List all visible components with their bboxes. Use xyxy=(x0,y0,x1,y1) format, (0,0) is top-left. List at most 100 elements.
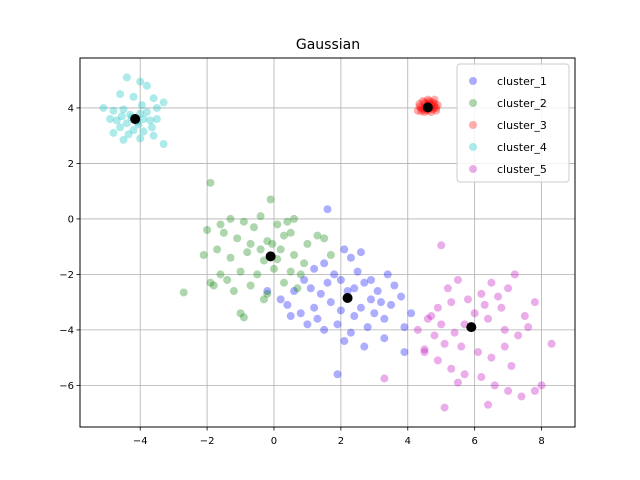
cluster_5-point xyxy=(447,364,456,373)
cluster_3-point xyxy=(432,103,441,112)
cluster_4-point xyxy=(142,81,151,90)
cluster_4-point xyxy=(136,134,145,143)
cluster_1-point xyxy=(323,278,332,287)
cluster_1-point xyxy=(356,303,365,312)
cluster_1-point xyxy=(276,295,285,304)
cluster_2-point xyxy=(290,214,299,223)
cluster_2-point xyxy=(243,248,252,257)
cluster_1-point xyxy=(377,298,386,307)
cluster_5-point xyxy=(477,289,486,298)
cluster_5-point xyxy=(530,386,539,395)
cluster_1-point xyxy=(323,205,332,214)
cluster_1-point xyxy=(373,287,382,296)
cluster_2-point xyxy=(199,250,208,259)
cluster_2-point xyxy=(239,217,248,226)
cluster_4-point xyxy=(152,115,161,124)
y-tick-label: −2 xyxy=(59,270,74,281)
cluster_3-centroid xyxy=(422,102,433,113)
cluster_5-point xyxy=(514,331,523,340)
cluster_5-point xyxy=(537,381,546,390)
cluster_5-point xyxy=(530,298,539,307)
cluster_2-point xyxy=(269,264,278,273)
cluster_3-point xyxy=(430,95,439,104)
cluster_1-point xyxy=(370,309,379,318)
cluster_4-point xyxy=(149,131,158,140)
cluster_5-point xyxy=(547,339,556,348)
cluster_4-point xyxy=(159,140,168,149)
cluster_1-point xyxy=(336,275,345,284)
cluster_2-point xyxy=(283,217,292,226)
cluster_5-point xyxy=(524,323,533,332)
cluster_2-point xyxy=(236,309,245,318)
cluster_1-point xyxy=(310,303,319,312)
cluster_4-point xyxy=(119,135,128,144)
cluster_1-point xyxy=(320,259,329,268)
cluster_4-point xyxy=(149,94,158,103)
cluster_5-point xyxy=(420,348,429,357)
cluster_5-point xyxy=(484,400,493,409)
cluster_4-point xyxy=(117,112,126,121)
cluster_1-point xyxy=(363,323,372,332)
cluster_3-point xyxy=(415,102,424,111)
cluster_2-point xyxy=(273,220,282,229)
cluster_2-point xyxy=(239,313,248,322)
cluster_5-point xyxy=(507,361,516,370)
cluster_1-point xyxy=(300,275,309,284)
cluster_2-point xyxy=(229,287,238,296)
cluster_1-point xyxy=(380,334,389,343)
legend-label-cluster_3: cluster_3 xyxy=(497,119,547,132)
cluster_1-point xyxy=(326,298,335,307)
cluster_4-point xyxy=(159,98,168,107)
cluster_1-point xyxy=(340,336,349,345)
axis-ticks: −4 −2 0 2 4 6 8 −6 −4 −2 0 2 4 xyxy=(59,103,544,447)
x-tick-label: 0 xyxy=(271,436,277,447)
cluster_5-point xyxy=(440,403,449,412)
cluster_1-point xyxy=(360,278,369,287)
y-tick-label: 2 xyxy=(68,159,74,170)
cluster_1-point xyxy=(306,284,315,293)
cluster_2-point xyxy=(313,231,322,240)
cluster_1-point xyxy=(353,267,362,276)
cluster_2-point xyxy=(226,253,235,262)
cluster_1-centroid xyxy=(342,292,353,303)
cluster_5-point xyxy=(427,312,436,321)
cluster_2-point xyxy=(286,228,295,237)
cluster_1-point xyxy=(310,264,319,273)
cluster_4-point xyxy=(109,128,118,137)
cluster_3-point xyxy=(413,106,422,115)
centroids xyxy=(130,102,477,333)
cluster_5-point xyxy=(500,342,509,351)
cluster_5-point xyxy=(487,278,496,287)
cluster_1-point xyxy=(263,287,272,296)
cluster_2-point xyxy=(246,281,255,290)
cluster_5-point xyxy=(443,284,452,293)
cluster_4-point xyxy=(129,126,138,135)
data-points xyxy=(99,73,556,412)
cluster_5-point xyxy=(457,342,466,351)
cluster_1-point xyxy=(366,275,375,284)
cluster_2-point xyxy=(209,281,218,290)
cluster_2-point xyxy=(233,234,242,243)
legend-marker-cluster_4 xyxy=(469,143,477,151)
legend-label-cluster_1: cluster_1 xyxy=(497,75,547,88)
cluster_5-point xyxy=(520,312,529,321)
cluster_5-point xyxy=(490,381,499,390)
cluster_2-point xyxy=(290,250,299,259)
cluster_1-point xyxy=(383,270,392,279)
chart-title: Gaussian xyxy=(296,37,360,53)
cluster_3-point xyxy=(415,99,424,108)
cluster_2-point xyxy=(206,278,215,287)
cluster_2-point xyxy=(320,234,329,243)
cluster_2-point xyxy=(268,239,277,248)
x-tick-label: −4 xyxy=(133,436,148,447)
cluster_5-point xyxy=(487,353,496,362)
cluster_4-point xyxy=(116,123,125,132)
cluster_1-point xyxy=(303,320,312,329)
cluster_4-point xyxy=(136,77,145,86)
cluster_2-point xyxy=(203,226,212,235)
cluster_5-point xyxy=(480,300,489,309)
cluster_4-point xyxy=(152,103,161,112)
cluster_2-point xyxy=(206,178,215,187)
cluster_4-point xyxy=(139,127,148,136)
